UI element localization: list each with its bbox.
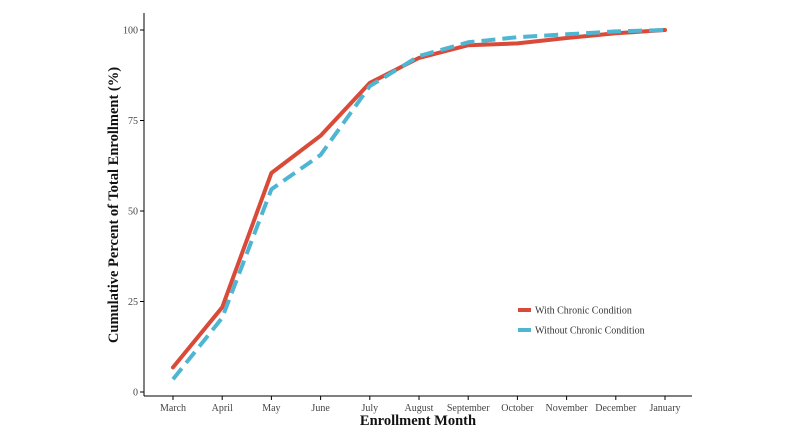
x-tick-label: September bbox=[447, 403, 490, 414]
series-lines bbox=[171, 28, 667, 381]
x-tick-label: October bbox=[501, 403, 534, 414]
x-tick-label: June bbox=[311, 403, 330, 414]
legend: With Chronic Condition Without Chronic Co… bbox=[518, 306, 645, 337]
series-line bbox=[171, 28, 666, 381]
y-tick-label: 0 bbox=[133, 388, 138, 399]
y-tick-label: 100 bbox=[123, 26, 138, 37]
x-tick-label: January bbox=[649, 403, 680, 414]
y-tick-label: 75 bbox=[128, 116, 138, 127]
x-tick-label: May bbox=[262, 403, 280, 414]
legend-label: Without Chronic Condition bbox=[535, 326, 645, 337]
x-tick-label: August bbox=[405, 403, 434, 414]
x-axis-title: Enrollment Month bbox=[360, 413, 476, 429]
x-tick-label: December bbox=[595, 403, 637, 414]
legend-label: With Chronic Condition bbox=[535, 306, 632, 317]
series-line bbox=[171, 28, 667, 370]
x-tick-label: July bbox=[361, 403, 378, 414]
y-axis-ticks: 0 25 50 75 100 bbox=[123, 26, 144, 399]
y-axis-title: Cumulative Percent of Total Enrollment (… bbox=[106, 67, 122, 343]
x-tick-label: November bbox=[545, 403, 588, 414]
x-tick-label: April bbox=[212, 403, 233, 414]
x-tick-label: March bbox=[160, 403, 186, 414]
y-tick-label: 25 bbox=[128, 297, 138, 308]
x-axis-ticks: March April May June July August September Octo… bbox=[160, 396, 681, 414]
y-tick-label: 50 bbox=[128, 207, 138, 218]
